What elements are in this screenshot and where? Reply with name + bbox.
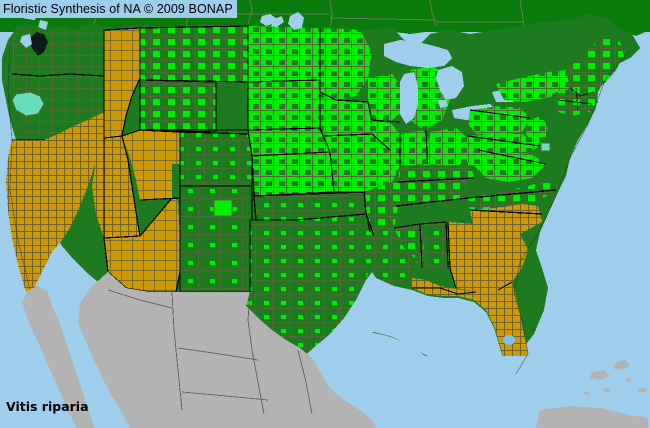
region-mississippi xyxy=(394,224,424,268)
region-tennessee xyxy=(392,176,468,206)
state-borders xyxy=(103,26,557,292)
region-oklahoma xyxy=(252,192,366,220)
region-illinois xyxy=(372,120,400,182)
region-georgia-florida xyxy=(412,221,528,372)
coastline xyxy=(7,45,631,375)
region-northeast xyxy=(454,70,574,182)
region-new-england xyxy=(552,36,624,116)
region-kentucky xyxy=(398,162,474,182)
adventive-county-delmarva xyxy=(540,142,551,152)
region-north-dakota xyxy=(248,26,320,82)
region-northern-plains xyxy=(247,26,392,197)
region-kansas xyxy=(252,152,334,196)
region-georgia xyxy=(448,222,528,292)
region-new-york xyxy=(496,70,574,102)
region-mexico xyxy=(22,272,648,428)
region-new-mexico xyxy=(180,186,252,292)
region-south-dakota xyxy=(248,80,320,130)
region-alabama xyxy=(420,222,450,270)
region-minnesota xyxy=(320,28,372,100)
region-ohio xyxy=(426,128,470,172)
region-colorado-newmexico xyxy=(179,131,253,293)
region-montana xyxy=(139,25,249,83)
region-new-jersey xyxy=(526,116,548,144)
region-pennsylvania xyxy=(468,106,530,136)
region-louisiana xyxy=(368,228,418,284)
region-wyoming xyxy=(139,79,217,133)
attribution-title: Floristic Synthesis of NA © 2009 BONAP xyxy=(0,0,237,18)
region-iowa xyxy=(320,92,372,136)
adventive-county-oregon xyxy=(11,91,45,117)
region-nebraska xyxy=(248,128,330,156)
species-name-label: Vitis riparia xyxy=(6,399,89,414)
region-wisconsin xyxy=(368,74,404,122)
region-florida xyxy=(412,278,528,372)
region-pacific-northwest xyxy=(10,26,105,150)
region-south-central xyxy=(365,162,475,284)
region-arkansas xyxy=(366,182,398,232)
region-virginia xyxy=(474,150,546,182)
region-north-carolina xyxy=(468,180,556,212)
region-missouri xyxy=(322,134,392,192)
region-texas xyxy=(234,214,374,352)
county-present-new-mexico xyxy=(213,199,233,217)
region-maine xyxy=(566,36,624,96)
region-colorado xyxy=(180,132,252,186)
